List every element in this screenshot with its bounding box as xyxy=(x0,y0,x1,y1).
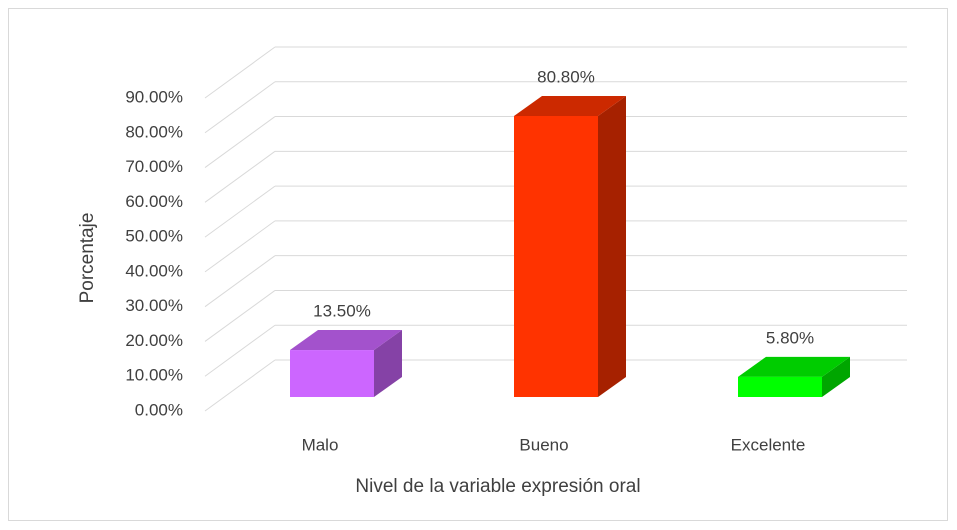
bar-side xyxy=(598,95,626,398)
grid-line xyxy=(204,220,276,273)
y-tick-label: 30.00% xyxy=(125,296,183,315)
y-tick-label: 90.00% xyxy=(125,87,183,106)
x-tick-label: Malo xyxy=(302,435,339,454)
grid-line xyxy=(204,116,276,168)
bar xyxy=(514,115,598,398)
x-axis-title: Nivel de la variable expresión oral xyxy=(355,476,640,497)
grid-line xyxy=(204,290,276,342)
y-tick-label: 20.00% xyxy=(125,331,183,350)
y-tick-label: 70.00% xyxy=(125,157,183,176)
bar-side xyxy=(822,356,850,397)
x-tick-label: Bueno xyxy=(519,435,568,454)
y-tick-label: 40.00% xyxy=(125,261,183,280)
bar-side xyxy=(374,330,402,397)
y-tick-label: 50.00% xyxy=(125,227,183,246)
grid-line xyxy=(204,359,276,412)
y-tick-label: 80.00% xyxy=(125,122,183,141)
bar xyxy=(290,350,374,397)
data-label: 5.80% xyxy=(766,328,814,347)
y-axis-title: Porcentaje xyxy=(77,213,98,304)
chart-border xyxy=(8,8,948,521)
y-tick-label: 60.00% xyxy=(125,192,183,211)
grid-line xyxy=(204,255,276,308)
grid-line xyxy=(204,46,276,99)
data-label: 13.50% xyxy=(313,302,371,321)
x-tick-label: Excelente xyxy=(731,435,806,454)
grid-line xyxy=(204,150,276,203)
bar-top xyxy=(738,356,850,377)
data-label: 80.80% xyxy=(537,67,595,86)
grid-line xyxy=(204,81,276,134)
grid-line xyxy=(204,324,276,377)
y-tick-label: 10.00% xyxy=(125,366,183,385)
bar-top xyxy=(514,95,626,116)
y-tick-label: 0.00% xyxy=(135,400,183,419)
bar-top xyxy=(290,330,402,351)
grid-line xyxy=(204,185,276,238)
bar xyxy=(738,376,822,397)
